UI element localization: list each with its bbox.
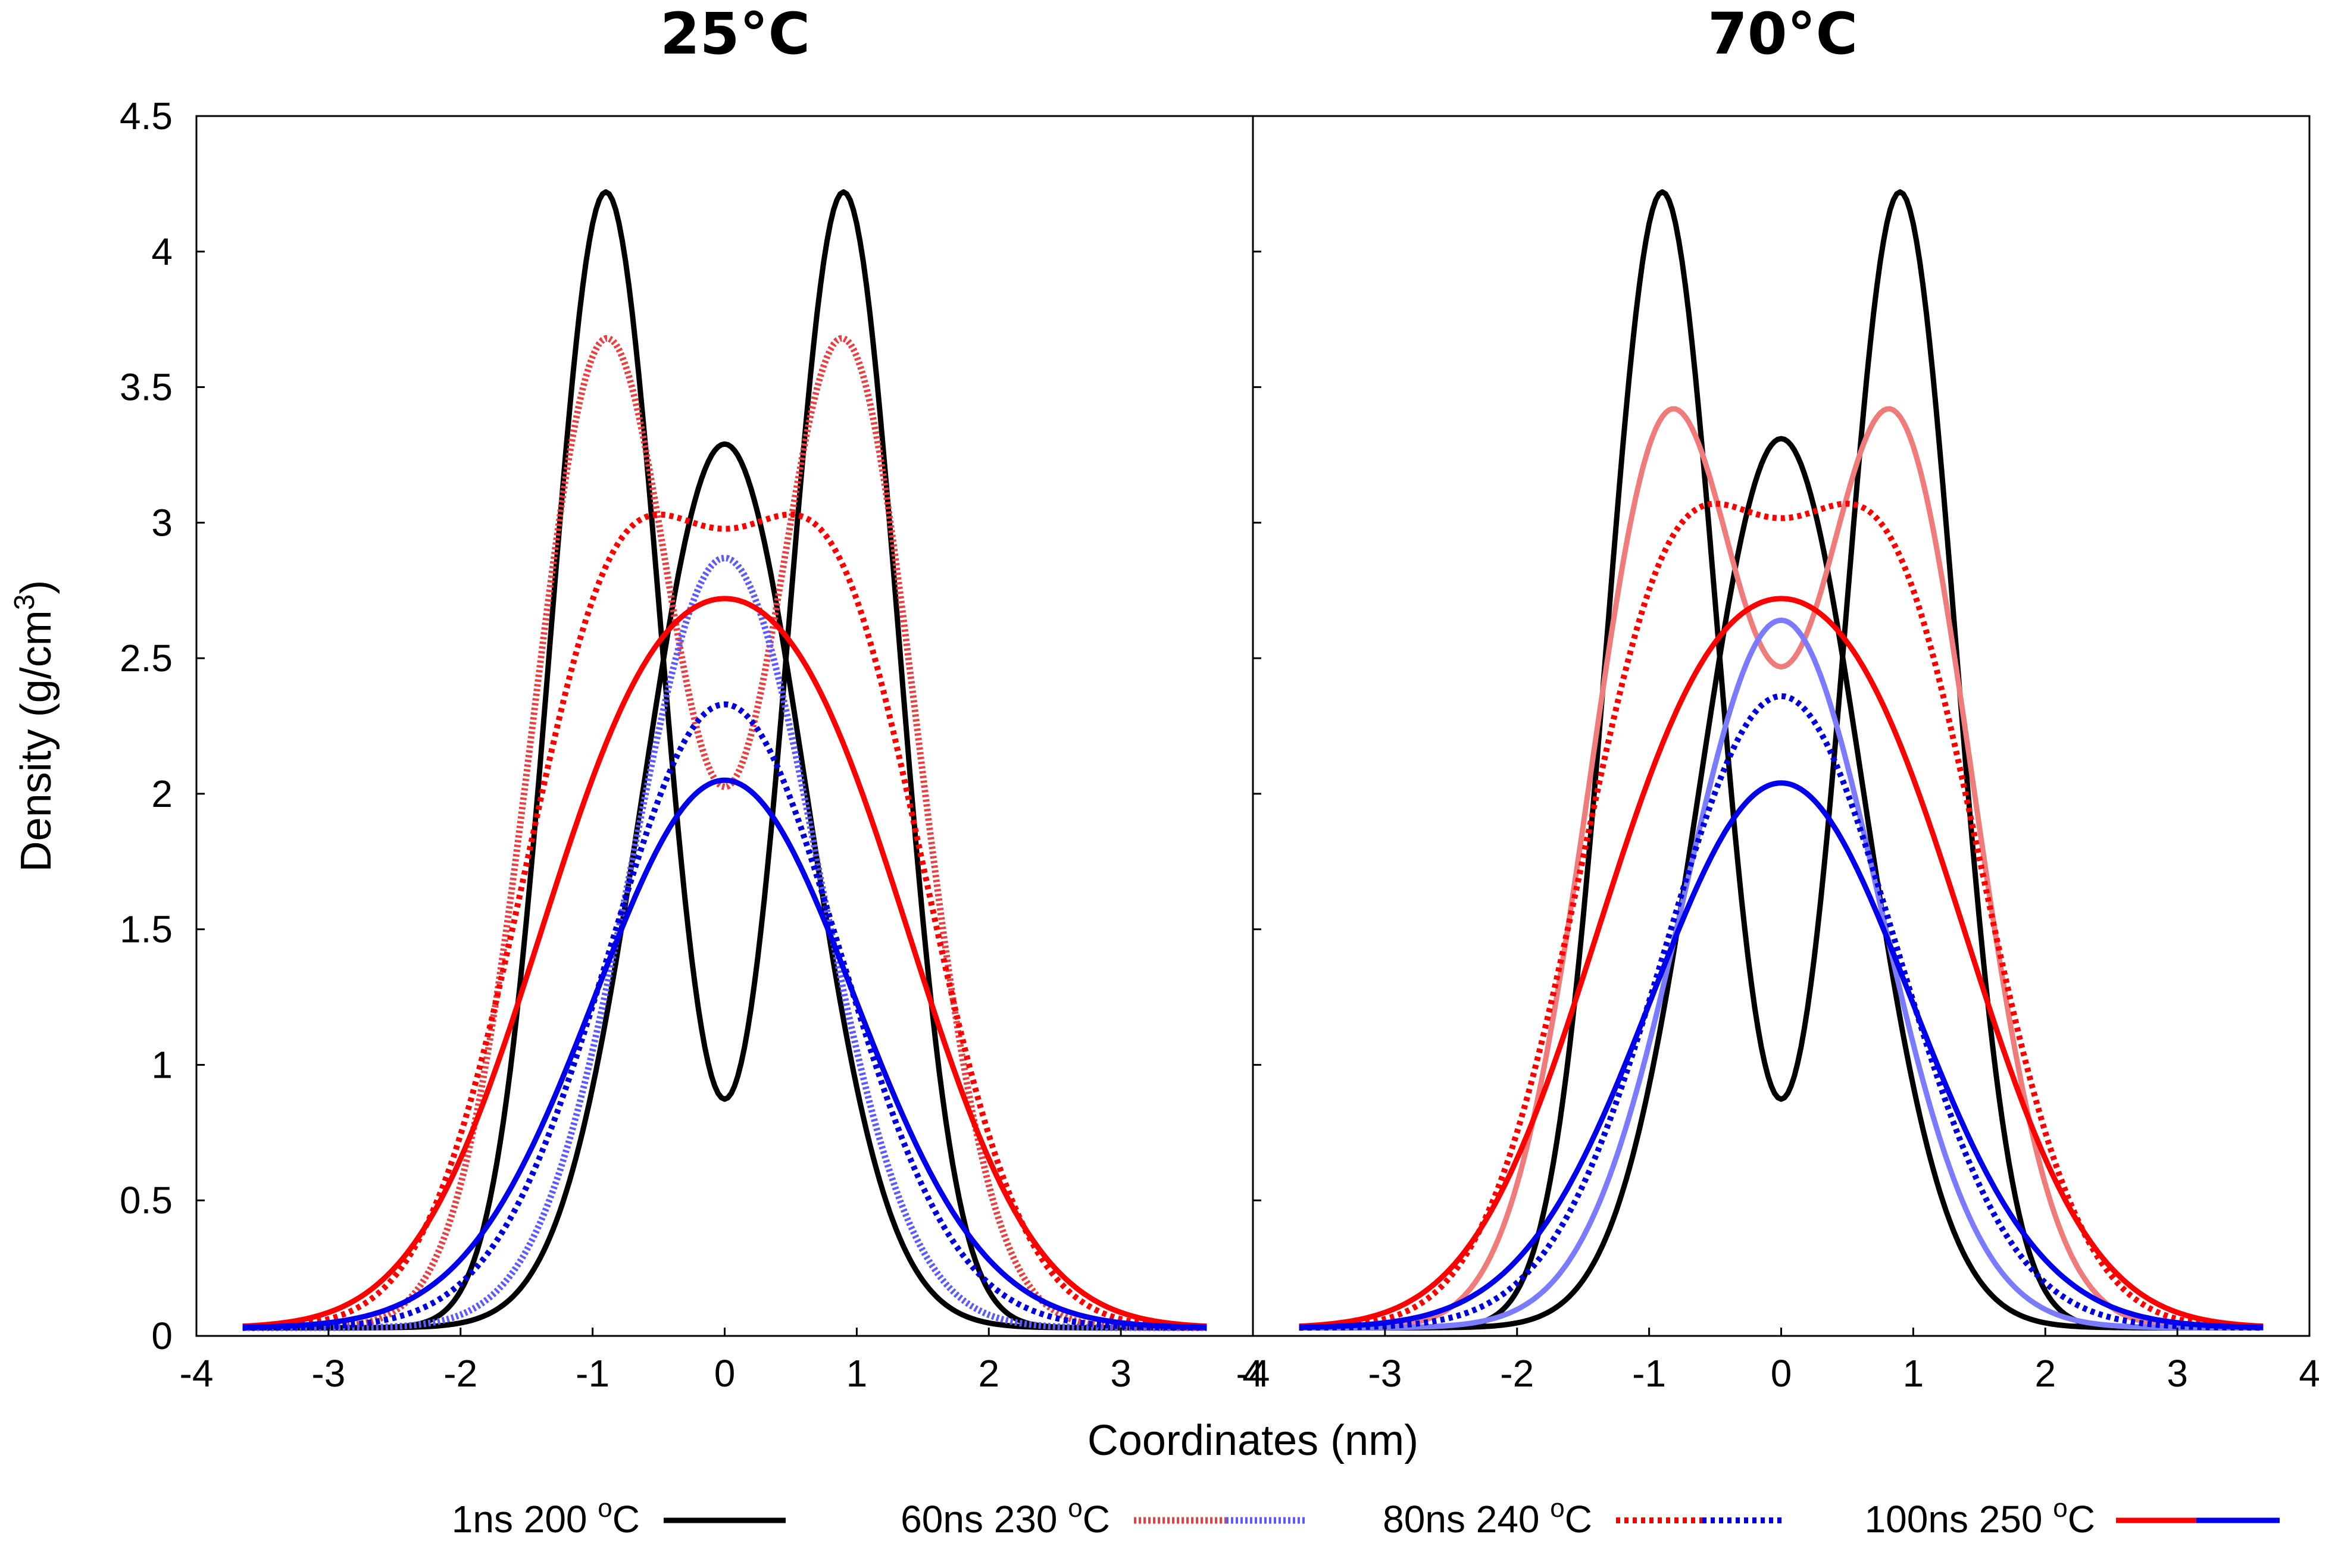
x-tick-label: 1 (1903, 1352, 1924, 1395)
series-line-left-6 (242, 596, 1207, 1329)
panel-right-plot-area (1299, 189, 2264, 1331)
series-line-left-1 (242, 441, 1207, 1331)
legend: 1ns 200 oC 60ns 230 oC 80ns 240 oC 100ns 25… (452, 1494, 2280, 1541)
series-line-right-2 (1299, 406, 2264, 1331)
x-axis-ticks-left: -4 -3 -2 -1 0 1 2 3 4 (180, 1328, 1264, 1395)
x-tick-label: 2 (2034, 1352, 2056, 1395)
series-line-right-7 (1299, 780, 2264, 1330)
series-line-right-3 (1299, 617, 2264, 1331)
x-axis-label: Coordinates (nm) (1087, 1417, 1418, 1464)
x-tick-label: -1 (1632, 1352, 1666, 1395)
panel-title-right: 70°C (1708, 1, 1858, 67)
series-line-left-5 (242, 701, 1207, 1331)
y-tick-label: 4 (151, 230, 173, 273)
legend-label: 100ns 250 oC (1865, 1494, 2095, 1541)
x-tick-label: 4 (1242, 1352, 1264, 1395)
x-tick-label: 4 (2299, 1352, 2320, 1395)
y-tick-label: 1 (151, 1043, 173, 1086)
x-tick-label: 3 (1110, 1352, 1132, 1395)
series-line-right-1 (1299, 436, 2264, 1331)
x-tick-label: -3 (1368, 1352, 1402, 1395)
x-tick-label: -2 (1500, 1352, 1534, 1395)
x-tick-label: -4 (1236, 1352, 1270, 1395)
x-axis-ticks-right: -4 -3 -2 -1 0 1 2 3 4 (1236, 1328, 2320, 1395)
legend-label: 60ns 230 oC (901, 1494, 1110, 1541)
series-line-right-5 (1299, 693, 2264, 1331)
series-line-right-0 (1299, 189, 2264, 1331)
x-tick-label: 2 (978, 1352, 999, 1395)
series-line-left-2 (242, 335, 1207, 1331)
y-tick-label: 0 (151, 1315, 173, 1357)
x-tick-label: 0 (714, 1352, 736, 1395)
series-line-right-6 (1299, 596, 2264, 1329)
panel-left-plot-area (242, 189, 1207, 1331)
y-tick-label: 3 (151, 501, 173, 544)
x-tick-label: -1 (576, 1352, 609, 1395)
x-tick-label: 1 (846, 1352, 868, 1395)
y-axis-label: Density (g/cm3) (9, 580, 60, 872)
panel-title-left: 25°C (660, 1, 810, 67)
series-line-left-7 (242, 777, 1207, 1330)
y-tick-label: 4.5 (120, 95, 173, 137)
series-line-left-3 (242, 555, 1207, 1331)
x-tick-label: -3 (311, 1352, 345, 1395)
y-tick-label: 2.5 (120, 637, 173, 680)
series-line-left-0 (242, 189, 1207, 1331)
x-tick-label: 3 (2167, 1352, 2188, 1395)
series-line-right-4 (1299, 500, 2264, 1331)
y-tick-label: 2 (151, 772, 173, 815)
x-tick-label: 0 (1771, 1352, 1792, 1395)
y-tick-label: 1.5 (120, 908, 173, 951)
y-tick-label: 3.5 (120, 366, 173, 409)
legend-label: 1ns 200 oC (452, 1494, 640, 1541)
series-line-left-4 (242, 511, 1207, 1331)
x-tick-label: -2 (443, 1352, 477, 1395)
x-tick-label: -4 (180, 1352, 214, 1395)
y-tick-label: 0.5 (120, 1179, 173, 1222)
y-axis-ticks: 0 0.5 1 1.5 2 2.5 3 3.5 4 4.5 (120, 95, 1261, 1357)
legend-label: 80ns 240 oC (1383, 1494, 1592, 1541)
